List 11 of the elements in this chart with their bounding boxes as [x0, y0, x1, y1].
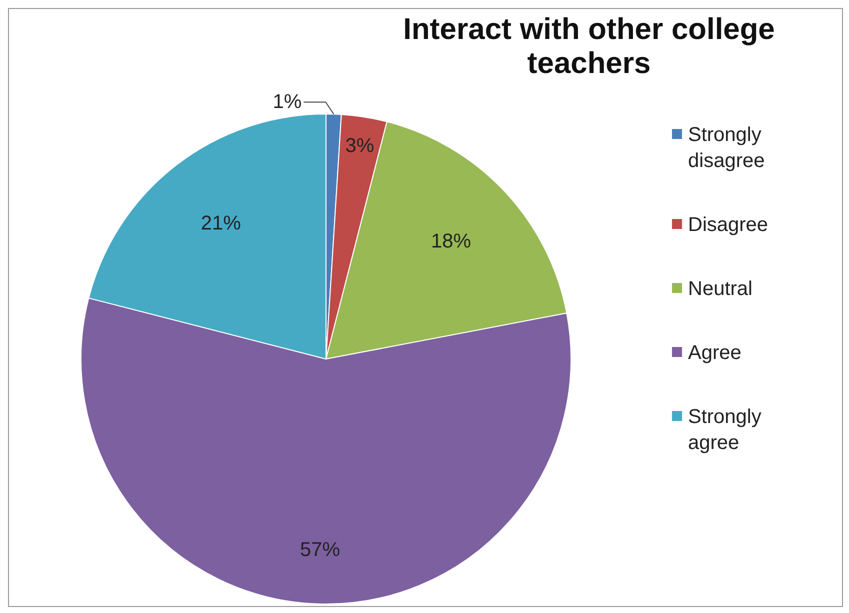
legend-label: Strongly disagree	[688, 122, 766, 174]
legend-label: Strongly agree	[688, 404, 762, 456]
data-label: 57%	[300, 539, 340, 562]
data-label: 21%	[200, 212, 242, 234]
data-label: 18%	[431, 230, 472, 253]
data-label: 1%	[272, 91, 302, 114]
chart-title: Interact with other college teachers	[402, 13, 776, 81]
legend-label: Agree	[688, 340, 742, 366]
data-label: 3%	[345, 135, 374, 158]
legend-label: Disagree	[688, 212, 770, 238]
legend-label: Neutral	[688, 276, 754, 302]
